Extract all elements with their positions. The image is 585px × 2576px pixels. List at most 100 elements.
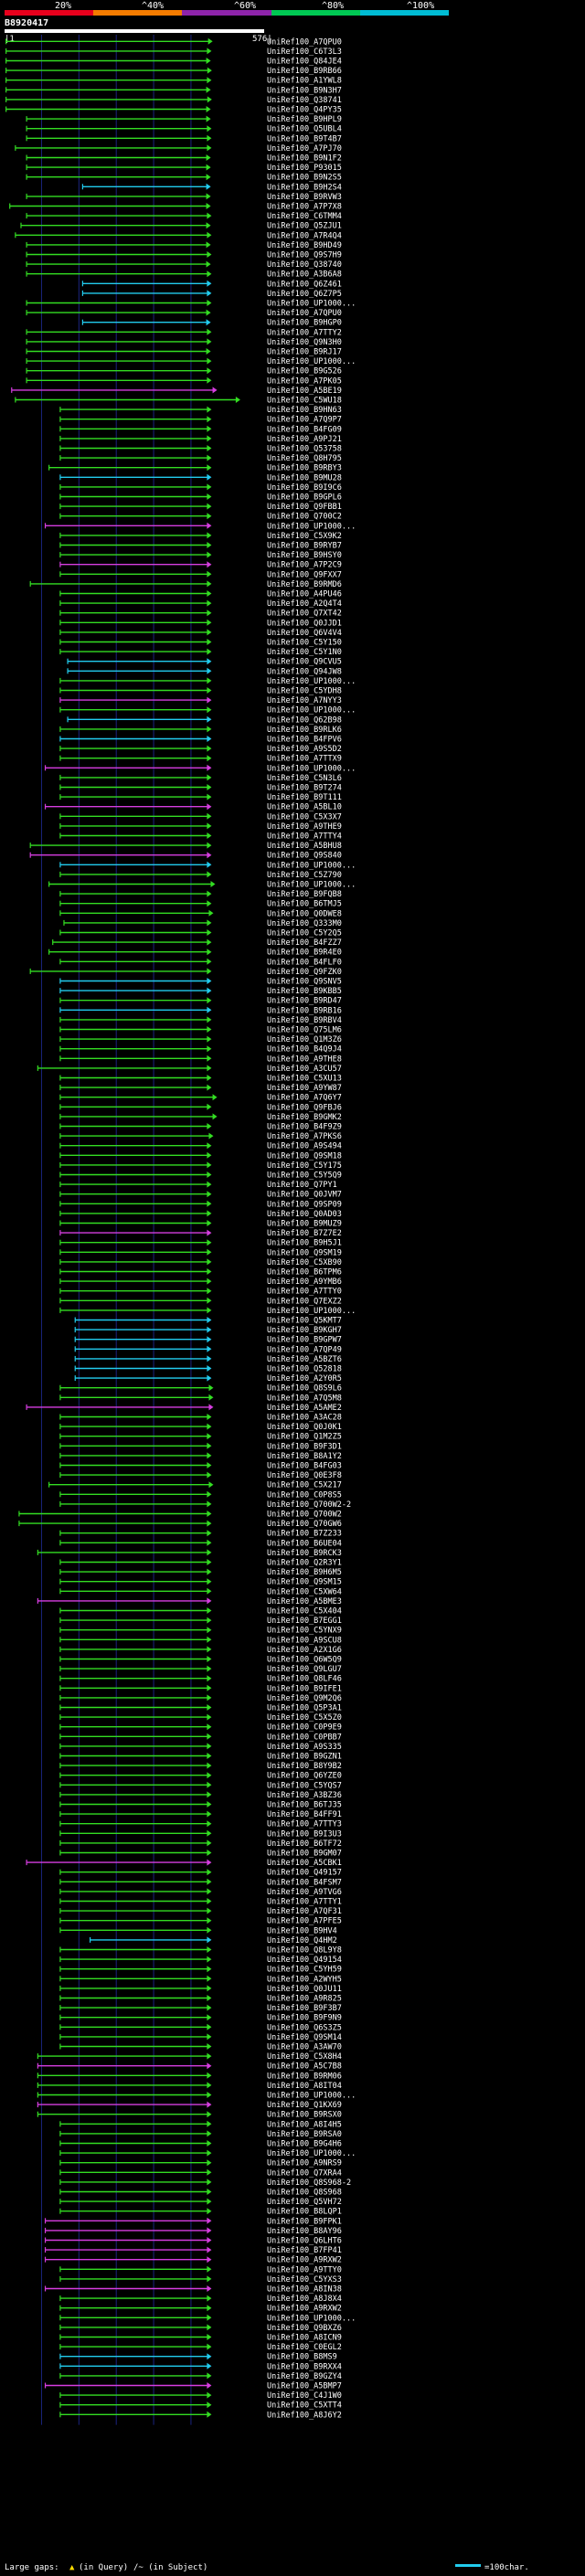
hit-label[interactable]: UniRef100_B9I9C6	[267, 483, 342, 493]
hit-label[interactable]: UniRef100_C5X217	[267, 1481, 342, 1490]
hit-row[interactable]: UniRef100_A9NRS9	[59, 2159, 342, 2168]
hit-row[interactable]: UniRef100_Q9BXZ6	[59, 2324, 342, 2333]
hit-row[interactable]: UniRef100_Q5VH72	[59, 2198, 342, 2207]
hit-row[interactable]: UniRef100_B6TF72	[59, 1839, 342, 1849]
hit-label[interactable]: UniRef100_Q8LF46	[267, 1675, 342, 1684]
hit-label[interactable]: UniRef100_B9T111	[267, 793, 342, 802]
hit-row[interactable]: UniRef100_B8LQP1	[59, 2208, 342, 2217]
hit-label[interactable]: UniRef100_B9G4H6	[267, 2140, 342, 2149]
hit-label[interactable]: UniRef100_B9KGH7	[267, 1326, 342, 1335]
hit-label[interactable]: UniRef100_A2X1G6	[267, 1646, 342, 1655]
hit-row[interactable]: UniRef100_B9HV4	[59, 1926, 337, 1935]
hit-row[interactable]: UniRef100_B9MU28	[59, 473, 342, 482]
hit-label[interactable]: UniRef100_C5X9K2	[267, 532, 342, 541]
hit-label[interactable]: UniRef100_B9RVW3	[267, 193, 342, 202]
hit-label[interactable]: UniRef100_A8IT04	[267, 2082, 342, 2091]
hit-row[interactable]: UniRef100_C5YDH8	[59, 687, 342, 696]
hit-row[interactable]: UniRef100_Q2R3Y1	[59, 1559, 342, 1568]
hit-row[interactable]: UniRef100_A8I4H5	[59, 2120, 342, 2129]
hit-row[interactable]: UniRef100_B9F3B7	[59, 2004, 342, 2013]
hit-label[interactable]: UniRef100_C5WU18	[267, 397, 342, 406]
hit-label[interactable]: UniRef100_A5BL10	[267, 803, 342, 812]
hit-row[interactable]: UniRef100_Q9S840	[29, 852, 342, 861]
hit-label[interactable]: UniRef100_UP1000...	[267, 881, 356, 890]
hit-row[interactable]: UniRef100_A2Q4T4	[59, 599, 342, 609]
hit-row[interactable]: UniRef100_B8MS9	[59, 2353, 337, 2362]
hit-label[interactable]: UniRef100_A5CBK1	[267, 1859, 342, 1868]
hit-label[interactable]: UniRef100_A7TTY4	[267, 832, 342, 842]
hit-row[interactable]: UniRef100_B9I3U3	[59, 1829, 342, 1839]
hit-row[interactable]: UniRef100_C5X8H4	[37, 2052, 342, 2062]
hit-label[interactable]: UniRef100_A7TTY1	[267, 1898, 342, 1907]
hit-row[interactable]: UniRef100_Q52818	[74, 1365, 342, 1374]
hit-row[interactable]: UniRef100_B9H5J1	[59, 1239, 342, 1248]
hit-label[interactable]: UniRef100_A7TTY2	[267, 328, 342, 337]
hit-label[interactable]: UniRef100_B9GMK2	[267, 1113, 342, 1122]
hit-label[interactable]: UniRef100_Q8S968-2	[267, 2178, 351, 2188]
hit-row[interactable]: UniRef100_B9F3D1	[59, 1442, 342, 1451]
hit-row[interactable]: UniRef100_C4J1W0	[59, 2391, 342, 2401]
hit-label[interactable]: UniRef100_B9H6M5	[267, 1568, 342, 1577]
hit-label[interactable]: UniRef100_C5X8H4	[267, 2052, 342, 2062]
hit-row[interactable]: UniRef100_UP1000...	[59, 1307, 356, 1316]
hit-row[interactable]: UniRef100_A7PK05	[26, 376, 342, 386]
hit-row[interactable]: UniRef100_B4FLF0	[59, 958, 342, 967]
hit-row[interactable]: UniRef100_A7QPU0	[26, 309, 342, 318]
hit-label[interactable]: UniRef100_Q49154	[267, 1956, 342, 1965]
hit-label[interactable]: UniRef100_A3B6A8	[267, 270, 342, 280]
hit-row[interactable]: UniRef100_Q9SM15	[59, 1578, 342, 1587]
hit-row[interactable]: UniRef100_B9GPL6	[59, 493, 342, 503]
hit-label[interactable]: UniRef100_B9RMD6	[267, 580, 342, 589]
hit-label[interactable]: UniRef100_C5X3X7	[267, 812, 342, 822]
hit-label[interactable]: UniRef100_Q5UBL4	[267, 125, 342, 134]
hit-label[interactable]: UniRef100_Q9S840	[267, 852, 342, 861]
hit-row[interactable]: UniRef100_Q8L9Y8	[59, 1946, 342, 1956]
hit-row[interactable]: UniRef100_A8IN38	[44, 2285, 342, 2295]
hit-label[interactable]: UniRef100_A7PFE5	[267, 1917, 342, 1926]
hit-row[interactable]: UniRef100_A9RXW2	[59, 2305, 342, 2314]
hit-label[interactable]: UniRef100_B6TMJ5	[267, 900, 342, 909]
hit-row[interactable]: UniRef100_Q9FBB1	[59, 503, 342, 512]
hit-label[interactable]: UniRef100_B4FG03	[267, 1462, 342, 1471]
hit-label[interactable]: UniRef100_Q9FXX7	[267, 570, 342, 579]
hit-row[interactable]: UniRef100_B9GZN1	[59, 1753, 342, 1762]
hit-label[interactable]: UniRef100_B8Y9B2	[267, 1762, 342, 1771]
hit-row[interactable]: UniRef100_B6TJ35	[59, 1801, 342, 1810]
hit-row[interactable]: UniRef100_B9RMD6	[29, 580, 342, 589]
hit-row[interactable]: UniRef100_Q49157	[59, 1869, 342, 1878]
hit-row[interactable]: UniRef100_B6UE04	[59, 1539, 342, 1548]
hit-label[interactable]: UniRef100_C5N3L6	[267, 774, 342, 783]
hit-row[interactable]: UniRef100_B4Q9J4	[59, 1045, 342, 1055]
hit-row[interactable]: UniRef100_A9YMB6	[59, 1277, 342, 1287]
hit-label[interactable]: UniRef100_Q333M0	[267, 919, 342, 928]
hit-row[interactable]: UniRef100_C0EGL2	[59, 2343, 342, 2352]
hit-label[interactable]: UniRef100_Q9SM15	[267, 1578, 342, 1587]
hit-label[interactable]: UniRef100_Q0JVM7	[267, 1191, 342, 1200]
hit-label[interactable]: UniRef100_B9G526	[267, 367, 342, 376]
hit-label[interactable]: UniRef100_A3BZ36	[267, 1791, 342, 1800]
hit-label[interactable]: UniRef100_B9T4B7	[267, 134, 342, 143]
hit-label[interactable]: UniRef100_B9HN63	[267, 406, 342, 415]
hit-row[interactable]: UniRef100_B8A1Y2	[59, 1452, 342, 1461]
hit-label[interactable]: UniRef100_B9RLK6	[267, 726, 342, 735]
hit-row[interactable]: UniRef100_Q7XT42	[59, 610, 342, 619]
hit-label[interactable]: UniRef100_B9F9N9	[267, 2014, 342, 2023]
hit-row[interactable]: UniRef100_B4FPV6	[59, 736, 342, 745]
hit-label[interactable]: UniRef100_A9R825	[267, 1995, 342, 2004]
hit-label[interactable]: UniRef100_Q9FBJ6	[267, 1103, 342, 1112]
hit-row[interactable]: UniRef100_Q49154	[59, 1956, 342, 1965]
hit-row[interactable]: UniRef100_B9KGH7	[74, 1326, 342, 1335]
hit-row[interactable]: UniRef100_Q6S3Z5	[59, 2023, 342, 2032]
hit-label[interactable]: UniRef100_A5BME3	[267, 1597, 342, 1606]
hit-row[interactable]: UniRef100_C0P9E9	[59, 1723, 342, 1733]
hit-row[interactable]: UniRef100_Q5KMT7	[74, 1317, 342, 1326]
hit-label[interactable]: UniRef100_P93015	[267, 164, 342, 173]
hit-row[interactable]: UniRef100_Q333M0	[63, 919, 342, 928]
hit-label[interactable]: UniRef100_C5Y175	[267, 1161, 342, 1171]
hit-row[interactable]: UniRef100_B9T111	[59, 793, 342, 802]
hit-label[interactable]: UniRef100_Q8S968	[267, 2189, 342, 2198]
hit-label[interactable]: UniRef100_B6TF72	[267, 1839, 342, 1849]
hit-row[interactable]: UniRef100_B9HN63	[59, 406, 342, 415]
hit-label[interactable]: UniRef100_B9MUZ9	[267, 1220, 342, 1229]
hit-label[interactable]: UniRef100_Q6LHT6	[267, 2237, 342, 2246]
